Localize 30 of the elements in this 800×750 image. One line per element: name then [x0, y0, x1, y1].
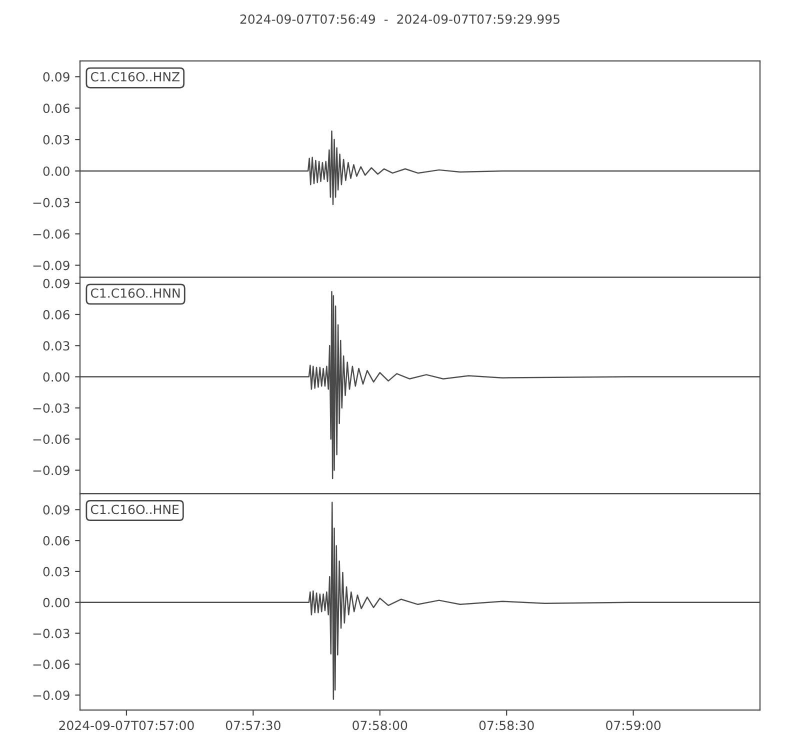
y-tick-label: 0.06 [43, 104, 70, 114]
y-tick-label: 0.03 [43, 135, 70, 144]
y-tick-label: 0.06 [43, 536, 70, 546]
y-tick-label: 0.06 [43, 310, 70, 320]
y-tick-label: −0.09 [33, 690, 70, 700]
y-tick-label: 0.00 [43, 598, 70, 608]
annotation: C1.C16O..HNN [90, 288, 180, 298]
y-tick-label: −0.09 [33, 466, 70, 476]
y-tick-label: 0.09 [43, 278, 70, 288]
y-tick-label: −0.03 [33, 628, 70, 638]
x-tick-label: 07:58:00 [352, 720, 408, 730]
y-tick-label: 0.03 [43, 566, 70, 576]
y-tick-label: −0.06 [33, 660, 70, 670]
x-tick-label: 07:57:30 [226, 720, 280, 730]
y-tick-label: 0.09 [43, 72, 70, 82]
y-tick-label: 0.09 [43, 505, 70, 515]
x-tick-label: 07:59:00 [606, 720, 661, 730]
y-tick-label: −0.06 [33, 434, 70, 444]
y-tick-label: −0.09 [33, 260, 70, 270]
x-tick-label: 07:58:30 [479, 720, 534, 730]
y-tick-label: −0.06 [33, 229, 70, 239]
annotation: C1.C16O..HNE [90, 504, 179, 514]
y-tick-label: 0.03 [43, 341, 70, 351]
y-tick-label: −0.03 [33, 403, 70, 413]
chart-title: 2024-09-07T07:56:49 - 2024-09-07T07:59:29.995 [240, 14, 560, 24]
y-tick-label: −0.03 [33, 198, 70, 208]
y-tick-label: 0.00 [43, 372, 70, 382]
annotation: C1.C16O..HNZ [90, 72, 180, 82]
x-tick-label: 2024-09-07T07:57:00 [59, 720, 194, 730]
y-tick-label: 0.00 [43, 166, 70, 176]
